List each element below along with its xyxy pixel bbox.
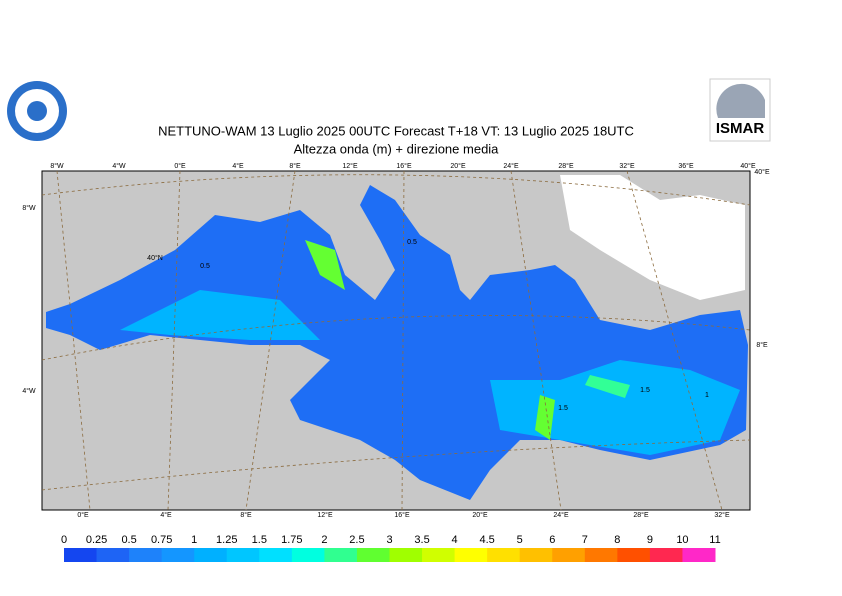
right-label: 8°E (756, 341, 768, 349)
colorbar-label: 11 (709, 534, 720, 546)
contour-label: 1.5 (640, 387, 650, 394)
colorbar-label: 3 (386, 534, 392, 546)
colorbar-label: 0 (61, 534, 67, 546)
top-label: 32°E (619, 162, 635, 170)
colorbar-swatch (617, 548, 651, 562)
contour-label: 1 (705, 392, 709, 399)
colorbar-label: 2.5 (349, 534, 364, 546)
sea-band (490, 360, 740, 455)
top-label: 20°E (450, 162, 466, 170)
top-label: 40°E (740, 162, 756, 170)
bottom-label: 4°E (160, 511, 172, 519)
left-label: 8°W (22, 204, 36, 212)
map (41, 170, 751, 511)
colorbar-label: 4 (452, 534, 458, 546)
colorbar-label: 0.5 (121, 534, 136, 546)
colorbar-label: 0.25 (86, 534, 107, 546)
colorbar-swatch (226, 548, 260, 562)
colorbar-swatch (259, 548, 293, 562)
colorbar-label: 7 (582, 534, 588, 546)
top-label: 4°W (112, 162, 126, 170)
top-label: 4°E (232, 162, 244, 170)
colorbar-swatch (584, 548, 618, 562)
colorbar-swatch (422, 548, 456, 562)
colorbar-swatch (454, 548, 488, 562)
colorbar-swatch (519, 548, 553, 562)
sea-high (535, 395, 555, 440)
left-logo (7, 81, 67, 141)
colorbar-label: 1.5 (252, 534, 267, 546)
top-label: 16°E (396, 162, 412, 170)
sea-high (305, 240, 345, 290)
right-logo: ISMAR (709, 78, 771, 142)
sea-band (120, 290, 320, 340)
top-label: 0°E (174, 162, 186, 170)
contour-label: 1.5 (558, 405, 568, 412)
top-label: 8°E (289, 162, 301, 170)
graticule (41, 170, 751, 511)
colorbar-swatch (291, 548, 325, 562)
left-label: 4°W (22, 387, 36, 395)
colorbar-swatch (64, 548, 98, 562)
bottom-label: 16°E (394, 511, 410, 519)
bottom-label: 20°E (472, 511, 488, 519)
colorbar-label: 1.75 (281, 534, 302, 546)
contour-label: 0.5 (407, 239, 417, 246)
colorbar-swatch (552, 548, 586, 562)
colorbar-swatch (389, 548, 423, 562)
bottom-label: 0°E (77, 511, 89, 519)
colorbar-label: 1.25 (216, 534, 237, 546)
colorbar-swatch (161, 548, 195, 562)
top-label: 28°E (558, 162, 574, 170)
colorbar-label: 3.5 (414, 534, 429, 546)
colorbar-swatch (487, 548, 521, 562)
sea-high (585, 375, 630, 398)
top-label: 8°W (50, 162, 64, 170)
logo-text: ISMAR (716, 120, 765, 137)
top-label: 12°E (342, 162, 358, 170)
bottom-label: 32°E (714, 511, 730, 519)
bottom-label: 12°E (317, 511, 333, 519)
colorbar-swatch (649, 548, 683, 562)
right-label: 40°E (754, 168, 770, 176)
bottom-label: 24°E (553, 511, 569, 519)
contour-label: 0.5 (200, 263, 210, 270)
colorbar-swatch (129, 548, 163, 562)
bottom-label: 28°E (633, 511, 649, 519)
colorbar-swatch (96, 548, 130, 562)
subtitle: Altezza onda (m) + direzione media (294, 141, 500, 156)
colorbar-label: 10 (676, 534, 688, 546)
colorbar-swatch (682, 548, 716, 562)
colorbar-label: 8 (614, 534, 620, 546)
top-label: 24°E (503, 162, 519, 170)
colorbar-label: 4.5 (480, 534, 495, 546)
colorbar-swatch (324, 548, 358, 562)
colorbar-swatch (194, 548, 228, 562)
top-label: 36°E (678, 162, 694, 170)
cloud-mask (560, 175, 745, 300)
colorbar-label: 2 (321, 534, 327, 546)
colorbar-label: 6 (549, 534, 555, 546)
bottom-label: 8°E (240, 511, 252, 519)
inner-label: 40°N (147, 254, 163, 262)
title: NETTUNO-WAM 13 Luglio 2025 00UTC Forecas… (158, 123, 634, 138)
colorbar-swatch (356, 548, 390, 562)
colorbar-label: 9 (647, 534, 653, 546)
colorbar-label: 1 (191, 534, 197, 546)
colorbar-label: 5 (517, 534, 523, 546)
colorbar-label: 0.75 (151, 534, 172, 546)
